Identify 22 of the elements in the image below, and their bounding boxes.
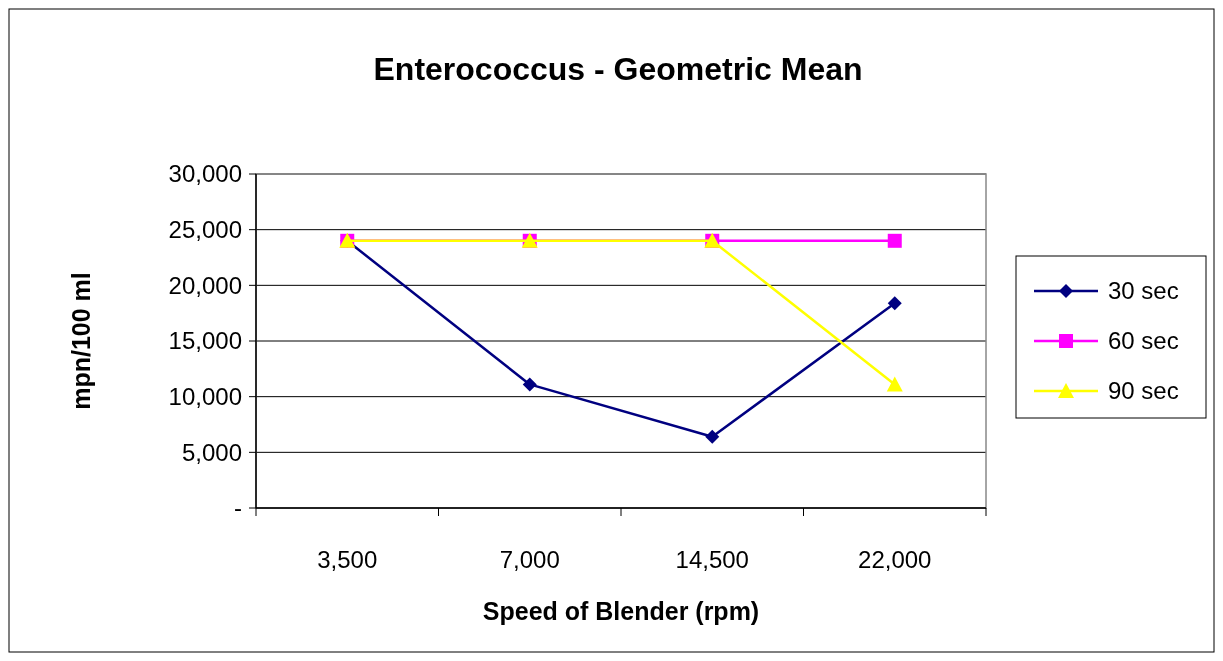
y-tick-label: 30,000 bbox=[168, 160, 242, 188]
x-tick-label: 22,000 bbox=[858, 546, 932, 573]
y-tick-label: 25,000 bbox=[168, 216, 242, 244]
y-axis-title: mpn/100 ml bbox=[67, 272, 95, 410]
y-tick-label: - bbox=[234, 494, 242, 522]
legend-label: 30 sec bbox=[1108, 277, 1179, 305]
chart-title: Enterococcus - Geometric Mean bbox=[373, 51, 863, 87]
legend-label: 90 sec bbox=[1108, 377, 1179, 405]
x-axis-title: Speed of Blender (rpm) bbox=[482, 597, 760, 625]
x-tick-label: 14,500 bbox=[675, 546, 749, 573]
point bbox=[886, 376, 903, 392]
y-tick-label: 20,000 bbox=[168, 271, 242, 299]
x-tick-label: 3,500 bbox=[317, 546, 378, 573]
y-tick-label: 10,000 bbox=[168, 383, 242, 411]
point bbox=[705, 429, 720, 444]
y-tick-label: 5,000 bbox=[181, 438, 242, 466]
x-tick-label: 7,000 bbox=[499, 546, 560, 573]
point bbox=[887, 296, 902, 311]
point bbox=[522, 377, 537, 392]
point bbox=[887, 233, 902, 248]
y-tick-label: 15,000 bbox=[168, 327, 242, 355]
legend-label: 60 sec bbox=[1108, 327, 1179, 355]
